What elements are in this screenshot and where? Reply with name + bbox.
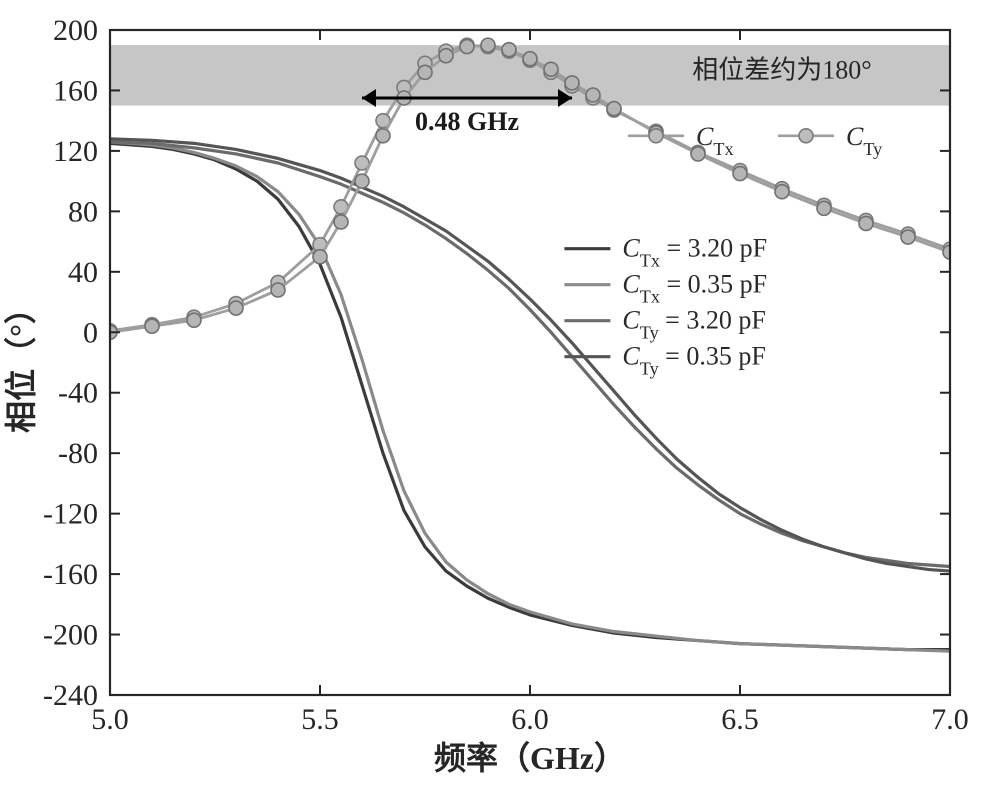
- ytick-label: 200: [53, 14, 98, 47]
- marker-diff_CTy: [355, 174, 369, 188]
- x-axis-label: 频率（GHz）: [434, 740, 626, 776]
- ytick-label: 40: [68, 256, 98, 289]
- marker-diff_CTy: [187, 313, 201, 327]
- marker-diff_CTy: [775, 185, 789, 199]
- chart-svg: 0.48 GHz相位差约为180°CTxCTyCTx = 3.20 pFCTx …: [0, 0, 987, 795]
- marker-diff_CTy: [334, 215, 348, 229]
- phase-vs-frequency-chart: 0.48 GHz相位差约为180°CTxCTyCTx = 3.20 pFCTx …: [0, 0, 987, 795]
- marker-diff_CTy: [439, 49, 453, 63]
- xtick-label: 5.5: [301, 703, 339, 736]
- ytick-label: 120: [53, 135, 98, 168]
- marker-diff_CTy: [607, 102, 621, 116]
- marker-diff_CTy: [817, 201, 831, 215]
- bandwidth-label: 0.48 GHz: [415, 107, 519, 136]
- xtick-label: 6.0: [511, 703, 549, 736]
- xtick-label: 6.5: [721, 703, 759, 736]
- marker-diff_CTy: [313, 250, 327, 264]
- marker-diff_CTy: [418, 65, 432, 79]
- marker-diff_CTy: [523, 52, 537, 66]
- ytick-label: 80: [68, 195, 98, 228]
- marker-diff_CTy: [229, 301, 243, 315]
- marker-diff_CTy: [565, 76, 579, 90]
- band-label: 相位差约为180°: [692, 55, 871, 84]
- marker-diff_CTy: [586, 88, 600, 102]
- marker-diff_CTy: [733, 167, 747, 181]
- y-axis-label: 相位（°）: [3, 292, 39, 433]
- ytick-label: -200: [43, 619, 98, 652]
- marker-diff_CTy: [145, 319, 159, 333]
- marker-diff_CTy: [502, 43, 516, 57]
- ytick-label: -80: [58, 437, 98, 470]
- marker-diff_CTy: [271, 283, 285, 297]
- marker-diff_CTy: [901, 230, 915, 244]
- marker-diff_CTy: [376, 129, 390, 143]
- ytick-label: 160: [53, 74, 98, 107]
- marker-diff_CTy: [544, 62, 558, 76]
- xtick-label: 7.0: [931, 703, 969, 736]
- marker-diff_CTy: [481, 38, 495, 52]
- marker-diff_CTy: [460, 40, 474, 54]
- ytick-label: 0: [83, 316, 98, 349]
- ytick-label: -40: [58, 377, 98, 410]
- ytick-label: -120: [43, 498, 98, 531]
- marker-diff_CTy: [859, 216, 873, 230]
- ytick-label: -160: [43, 558, 98, 591]
- ytick-label: -240: [43, 679, 98, 712]
